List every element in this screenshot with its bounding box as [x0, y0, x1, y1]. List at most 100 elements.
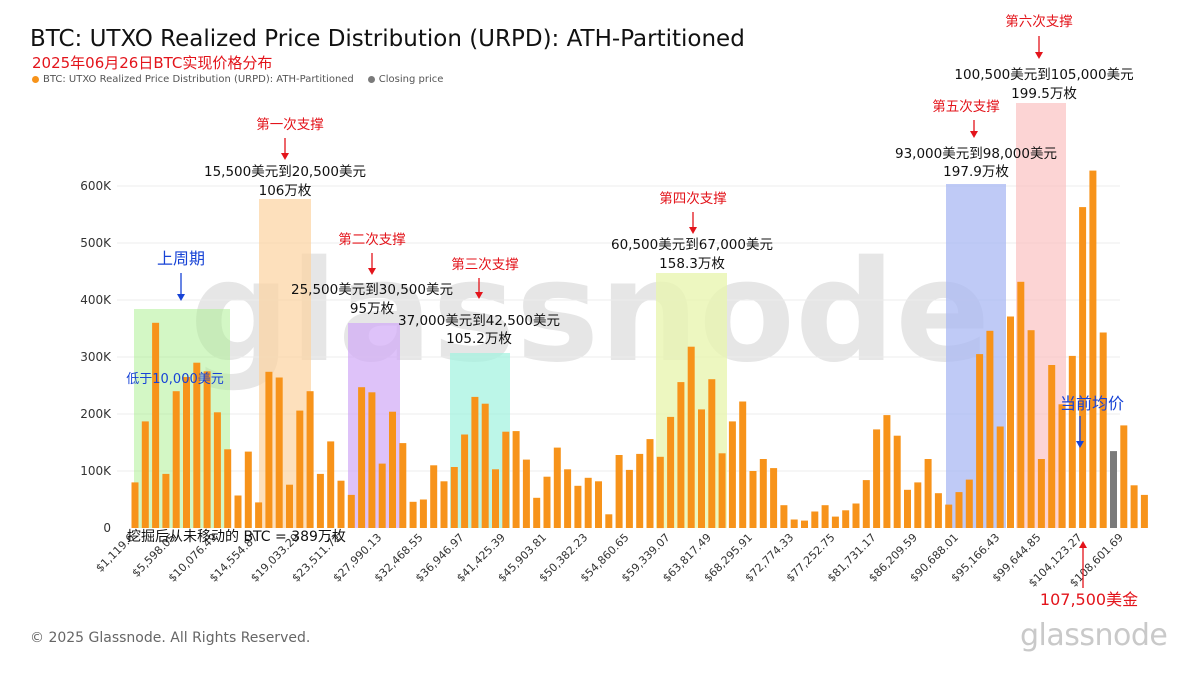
urpd-bar[interactable]: [1037, 459, 1045, 528]
urpd-bar[interactable]: [790, 519, 798, 529]
urpd-bar[interactable]: [564, 469, 572, 528]
urpd-bar[interactable]: [502, 431, 510, 528]
urpd-bar[interactable]: [265, 371, 273, 528]
urpd-bar[interactable]: [646, 439, 654, 528]
urpd-bar[interactable]: [533, 497, 541, 528]
urpd-bar[interactable]: [193, 362, 201, 528]
urpd-bar[interactable]: [234, 495, 242, 529]
urpd-bar[interactable]: [543, 476, 551, 528]
urpd-bar[interactable]: [574, 485, 582, 528]
urpd-bar[interactable]: [162, 473, 170, 528]
urpd-bar[interactable]: [430, 465, 438, 528]
urpd-bar[interactable]: [862, 480, 870, 528]
urpd-bar[interactable]: [718, 453, 726, 528]
urpd-bar[interactable]: [492, 469, 499, 528]
urpd-bar[interactable]: [450, 467, 458, 528]
urpd-bar[interactable]: [893, 435, 901, 528]
urpd-bar[interactable]: [595, 481, 602, 528]
urpd-bar[interactable]: [213, 412, 221, 528]
urpd-bar[interactable]: [811, 511, 819, 529]
urpd-bar[interactable]: [389, 411, 396, 528]
urpd-bar[interactable]: [636, 453, 644, 528]
urpd-bar[interactable]: [873, 429, 881, 528]
urpd-bar[interactable]: [481, 403, 489, 528]
urpd-bar[interactable]: [358, 387, 366, 528]
urpd-bar[interactable]: [141, 421, 149, 528]
urpd-bar[interactable]: [801, 520, 808, 528]
urpd-bar[interactable]: [1058, 404, 1066, 528]
urpd-bar[interactable]: [996, 426, 1004, 529]
urpd-bar[interactable]: [1017, 281, 1025, 528]
urpd-bar[interactable]: [883, 415, 891, 528]
urpd-bar[interactable]: [203, 371, 211, 529]
urpd-bar[interactable]: [409, 501, 417, 528]
urpd-bar[interactable]: [924, 459, 932, 528]
legend-item-closing[interactable]: Closing price: [367, 74, 443, 85]
urpd-bar[interactable]: [904, 489, 911, 528]
urpd-bar[interactable]: [461, 434, 469, 529]
urpd-bar[interactable]: [152, 322, 160, 528]
urpd-bar[interactable]: [306, 391, 314, 528]
urpd-bar[interactable]: [1027, 330, 1035, 528]
urpd-bar[interactable]: [1068, 355, 1076, 528]
urpd-bar[interactable]: [1140, 494, 1148, 528]
urpd-bar[interactable]: [625, 469, 633, 528]
urpd-bar[interactable]: [945, 504, 953, 528]
urpd-bar[interactable]: [698, 409, 705, 528]
urpd-bar[interactable]: [749, 471, 757, 528]
urpd-bar[interactable]: [244, 451, 252, 528]
urpd-bar[interactable]: [770, 468, 778, 528]
urpd-bar[interactable]: [739, 401, 747, 529]
urpd-bar[interactable]: [1099, 332, 1107, 529]
urpd-bar[interactable]: [677, 382, 685, 528]
urpd-bar[interactable]: [759, 459, 767, 528]
urpd-bar[interactable]: [955, 492, 963, 528]
urpd-bar[interactable]: [976, 354, 984, 528]
urpd-bar[interactable]: [172, 391, 180, 528]
urpd-bar[interactable]: [522, 459, 530, 528]
urpd-bar[interactable]: [1048, 365, 1056, 528]
urpd-bar[interactable]: [605, 514, 613, 528]
urpd-bar[interactable]: [131, 482, 139, 528]
urpd-bar[interactable]: [471, 396, 479, 528]
urpd-bar[interactable]: [667, 416, 675, 528]
urpd-bar[interactable]: [708, 379, 716, 528]
urpd-bar[interactable]: [368, 392, 376, 528]
legend-item-urpd[interactable]: BTC: UTXO Realized Price Distribution (U…: [32, 74, 354, 85]
urpd-bar[interactable]: [656, 456, 664, 529]
urpd-bar[interactable]: [399, 443, 407, 528]
urpd-bar[interactable]: [512, 431, 520, 528]
urpd-bar[interactable]: [440, 481, 448, 528]
urpd-bar[interactable]: [986, 330, 994, 528]
urpd-bar[interactable]: [1130, 485, 1138, 529]
urpd-bar[interactable]: [1079, 207, 1087, 528]
urpd-bar[interactable]: [1007, 316, 1014, 529]
urpd-bar[interactable]: [378, 463, 386, 528]
closing-price-bar[interactable]: [1110, 451, 1117, 528]
urpd-bar[interactable]: [965, 479, 973, 528]
urpd-bar[interactable]: [553, 447, 561, 528]
urpd-bar[interactable]: [224, 449, 232, 528]
urpd-bar[interactable]: [347, 494, 355, 528]
urpd-bar[interactable]: [275, 377, 283, 529]
urpd-bar[interactable]: [821, 505, 829, 528]
urpd-bar[interactable]: [255, 502, 263, 528]
urpd-bar[interactable]: [286, 484, 293, 528]
urpd-bar[interactable]: [934, 493, 942, 528]
urpd-bar[interactable]: [327, 441, 335, 528]
urpd-bar[interactable]: [914, 482, 922, 528]
urpd-bar[interactable]: [316, 473, 324, 528]
urpd-bar[interactable]: [687, 346, 695, 528]
urpd-bar[interactable]: [831, 516, 839, 528]
urpd-bar[interactable]: [584, 477, 592, 528]
urpd-bar[interactable]: [419, 499, 427, 529]
urpd-bar[interactable]: [842, 510, 850, 528]
urpd-bar[interactable]: [1089, 170, 1097, 528]
urpd-bar[interactable]: [337, 480, 345, 528]
urpd-bar[interactable]: [1120, 425, 1128, 528]
urpd-bar[interactable]: [183, 377, 190, 528]
urpd-bar[interactable]: [780, 505, 788, 528]
urpd-bar[interactable]: [615, 455, 623, 528]
urpd-bar[interactable]: [728, 421, 736, 528]
urpd-bar[interactable]: [852, 503, 860, 529]
